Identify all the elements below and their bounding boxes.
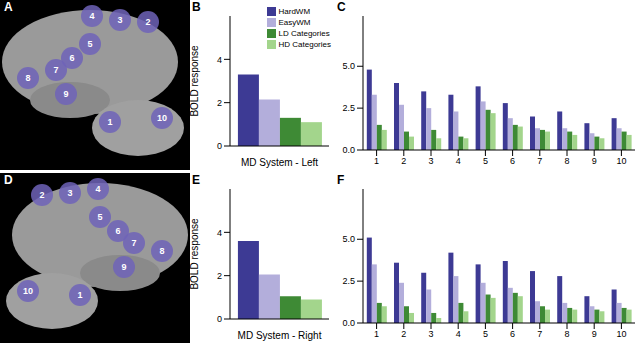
svg-text:0.0: 0.0 [342,145,355,155]
svg-text:6: 6 [115,226,120,236]
svg-text:9: 9 [592,329,597,339]
html-text:F: F [337,173,345,187]
html-text:C: C [337,0,346,14]
svg-text:8: 8 [25,73,30,83]
svg-text:4: 4 [456,329,461,339]
svg-text:6: 6 [510,156,515,166]
svg-text:8: 8 [564,156,569,166]
html-text:HardWM: HardWM [278,7,311,16]
svg-text:7: 7 [537,329,542,339]
html-text:EasyWM: EasyWM [278,18,311,27]
svg-text:7: 7 [537,156,542,166]
svg-text:5: 5 [483,329,488,339]
svg-text:10: 10 [616,329,626,339]
svg-text:9: 9 [121,262,126,272]
svg-text:3: 3 [428,329,433,339]
svg-text:2.5: 2.5 [342,276,355,286]
svg-text:2: 2 [145,17,150,27]
svg-text:0.0: 0.0 [342,318,355,328]
svg-text:2: 2 [39,190,44,200]
svg-text:7: 7 [53,65,58,75]
svg-text:4: 4 [456,156,461,166]
svg-text:2: 2 [217,98,222,108]
svg-text:9: 9 [63,89,68,99]
svg-text:0: 0 [217,314,222,324]
svg-text:3: 3 [67,188,72,198]
svg-text:10: 10 [23,286,33,296]
svg-text:6: 6 [510,329,515,339]
svg-text:4: 4 [89,11,94,21]
svg-text:5.0: 5.0 [342,234,355,244]
svg-text:6: 6 [69,53,74,63]
svg-text:1: 1 [374,156,379,166]
svg-text:5: 5 [87,39,92,49]
html-text:E: E [192,173,200,187]
svg-text:3: 3 [117,15,122,25]
html-text:A: A [4,0,13,14]
svg-text:8: 8 [564,329,569,339]
svg-text:7: 7 [131,238,136,248]
svg-text:4: 4 [217,228,222,238]
svg-text:8: 8 [159,246,164,256]
svg-text:10: 10 [616,156,626,166]
svg-text:2: 2 [401,156,406,166]
svg-text:2: 2 [401,329,406,339]
svg-text:9: 9 [592,156,597,166]
svg-text:2.5: 2.5 [342,103,355,113]
svg-text:MD System - Right: MD System - Right [238,330,322,341]
svg-text:1: 1 [374,329,379,339]
svg-text:BOLD response: BOLD response [190,45,200,117]
svg-text:5: 5 [483,156,488,166]
html-text:HD Categories: HD Categories [278,40,331,49]
svg-text:1: 1 [107,117,112,127]
svg-text:10: 10 [157,113,167,123]
svg-text:0: 0 [217,141,222,151]
svg-text:5: 5 [97,212,102,222]
svg-text:3: 3 [428,156,433,166]
svg-text:1: 1 [77,290,82,300]
svg-text:4: 4 [217,55,222,65]
svg-text:MD System - Left: MD System - Left [241,157,318,168]
html-text:B: B [192,0,201,14]
html-text:D: D [4,173,13,187]
html-text:LD Categories: LD Categories [278,29,330,38]
svg-text:BOLD response: BOLD response [190,218,200,290]
svg-text:5.0: 5.0 [342,61,355,71]
svg-text:4: 4 [95,184,100,194]
svg-text:2: 2 [217,271,222,281]
